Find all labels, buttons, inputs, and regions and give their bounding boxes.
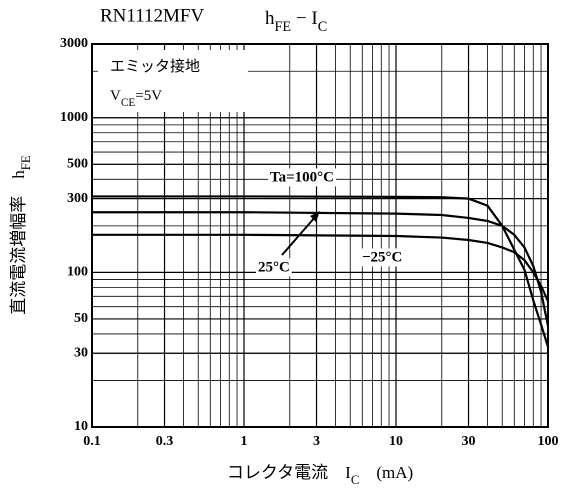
y-tick-label: 100 [67, 265, 88, 280]
arrow-line [281, 215, 317, 256]
annotation: エミッタ接地 [110, 58, 200, 75]
y-tick-label: 10 [74, 419, 88, 434]
label-bg [360, 248, 405, 267]
chart-subtitle: hFE − IC [265, 8, 327, 35]
annotation-box [98, 50, 248, 112]
y-tick-label: 3000 [60, 36, 88, 51]
text-part: (mA) [359, 463, 413, 482]
series-label: Ta=100°C [270, 169, 334, 185]
x-axis-label: コレクタ電流 IC (mA) [227, 463, 413, 487]
x-tick-label: 0.1 [83, 434, 101, 449]
subscript: FE [275, 19, 292, 35]
text-part: コレクタ電流 I [227, 463, 351, 482]
y-tick-label: 300 [67, 191, 88, 206]
text-part: − I [291, 8, 318, 29]
text-part: 直流電流増幅率 h [9, 170, 28, 315]
label-bg [268, 168, 337, 187]
x-tick-label: 10 [389, 434, 403, 449]
x-tick-label: 3 [313, 434, 320, 449]
y-tick-label: 1000 [60, 110, 88, 125]
curve [92, 195, 550, 348]
x-tick-label: 1 [241, 434, 248, 449]
annotation: VCE=5V [110, 88, 162, 108]
y-tick-label: 30 [74, 345, 88, 360]
label-bg [256, 258, 292, 277]
series-label: −25°C [362, 249, 402, 265]
arrow-head [310, 211, 320, 222]
text-part: h [265, 8, 275, 29]
chart-title: RN1112MFV [100, 5, 204, 26]
series-label: 25°C [258, 259, 290, 275]
subscript: C [351, 473, 360, 487]
y-tick-label: 500 [67, 157, 88, 172]
y-axis-label: 直流電流増幅率 hFE [9, 155, 33, 315]
x-tick-label: 0.3 [156, 434, 174, 449]
subscript: CE [121, 97, 136, 109]
subscript: FE [19, 155, 33, 170]
curve [92, 233, 550, 302]
curve [92, 211, 550, 327]
text-part: =5V [135, 88, 162, 104]
text-part: V [110, 88, 121, 104]
subscript: C [318, 19, 328, 35]
y-tick-label: 50 [74, 311, 88, 326]
x-tick-label: 100 [538, 434, 559, 449]
text-part: エミッタ接地 [110, 58, 200, 75]
x-tick-label: 30 [462, 434, 476, 449]
